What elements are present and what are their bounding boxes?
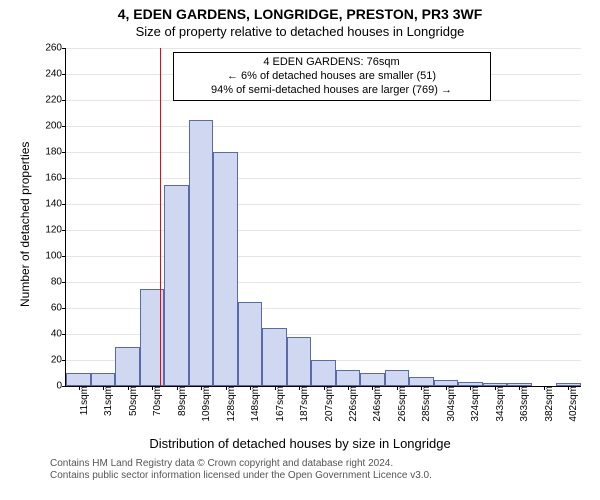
y-axis-label: Number of detached properties [18, 142, 32, 307]
x-tick-label: 265sqm [393, 386, 408, 422]
x-axis-label: Distribution of detached houses by size … [0, 436, 600, 451]
chart-title: 4, EDEN GARDENS, LONGRIDGE, PRESTON, PR3… [0, 6, 600, 22]
x-tick-label: 89sqm [173, 386, 188, 416]
gridline [66, 204, 581, 205]
x-tick-label: 31sqm [99, 386, 114, 416]
y-tick-label: 140 [45, 199, 66, 210]
gridline [66, 152, 581, 153]
chart-subtitle: Size of property relative to detached ho… [0, 24, 600, 39]
x-tick-label: 226sqm [344, 386, 359, 422]
y-tick-label: 60 [51, 303, 66, 314]
histogram-bar [336, 370, 361, 386]
gridline [66, 178, 581, 179]
x-tick-label: 109sqm [197, 386, 212, 422]
x-tick-label: 187sqm [295, 386, 310, 422]
x-tick-label: 148sqm [246, 386, 261, 422]
y-tick-label: 240 [45, 69, 66, 80]
gridline [66, 126, 581, 127]
x-tick-label: 382sqm [540, 386, 555, 422]
y-tick-label: 220 [45, 95, 66, 106]
histogram-bar [91, 373, 116, 386]
x-tick-label: 50sqm [124, 386, 139, 416]
x-tick-label: 167sqm [271, 386, 286, 422]
annotation-line-2: ← 6% of detached houses are smaller (51) [182, 70, 482, 84]
histogram-bar [311, 360, 336, 386]
x-tick-label: 246sqm [368, 386, 383, 422]
y-tick-label: 200 [45, 121, 66, 132]
annotation-box: 4 EDEN GARDENS: 76sqm ← 6% of detached h… [173, 52, 491, 101]
gridline [66, 48, 581, 49]
x-tick-label: 285sqm [417, 386, 432, 422]
annotation-line-1: 4 EDEN GARDENS: 76sqm [182, 56, 482, 70]
histogram-bar [385, 370, 410, 386]
histogram-bar [189, 120, 214, 387]
histogram-bar [287, 337, 312, 386]
y-tick-label: 260 [45, 43, 66, 54]
annotation-line-3: 94% of semi-detached houses are larger (… [182, 84, 482, 98]
x-tick-label: 363sqm [515, 386, 530, 422]
credit-line-2: Contains public sector information licen… [50, 470, 432, 482]
x-tick-label: 11sqm [75, 386, 90, 415]
credit-line-1: Contains HM Land Registry data © Crown c… [50, 458, 432, 470]
y-tick-label: 160 [45, 173, 66, 184]
y-tick-label: 180 [45, 147, 66, 158]
gridline [66, 256, 581, 257]
histogram-bar [115, 347, 140, 386]
x-tick-label: 324sqm [466, 386, 481, 422]
histogram-bar [164, 185, 189, 387]
property-marker-line [160, 48, 161, 386]
histogram-bar [213, 152, 238, 386]
y-tick-label: 40 [51, 329, 66, 340]
x-tick-label: 70sqm [148, 386, 163, 416]
x-tick-label: 402sqm [564, 386, 579, 422]
y-tick-label: 80 [51, 277, 66, 288]
histogram-bar [360, 373, 385, 386]
gridline [66, 230, 581, 231]
histogram-bar [66, 373, 91, 386]
gridline [66, 282, 581, 283]
y-tick-label: 0 [56, 381, 66, 392]
y-tick-label: 120 [45, 225, 66, 236]
histogram-bar [262, 328, 287, 387]
x-tick-label: 207sqm [320, 386, 335, 422]
x-tick-label: 343sqm [491, 386, 506, 422]
histogram-bar [238, 302, 263, 387]
histogram-bar [409, 377, 434, 386]
x-tick-label: 304sqm [442, 386, 457, 422]
credit-text: Contains HM Land Registry data © Crown c… [50, 458, 432, 482]
x-tick-label: 128sqm [222, 386, 237, 422]
y-tick-label: 20 [51, 355, 66, 366]
y-tick-label: 100 [45, 251, 66, 262]
